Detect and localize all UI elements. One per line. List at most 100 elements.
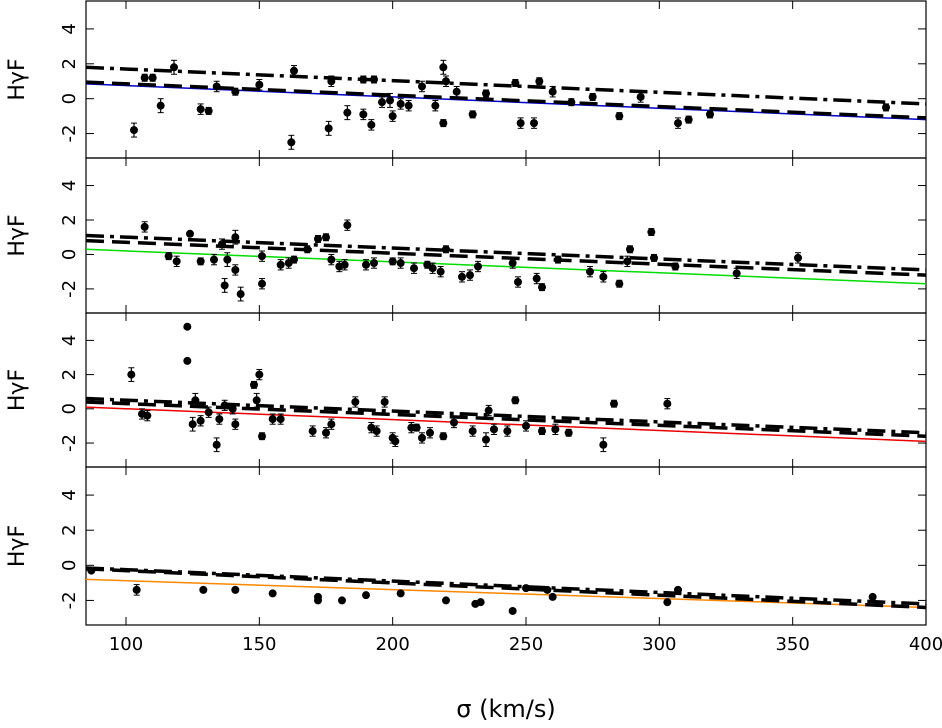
point [186, 229, 194, 238]
point [314, 234, 322, 243]
y-tick-label: -2 [59, 125, 80, 143]
point [548, 87, 557, 96]
panel-frame [85, 157, 927, 314]
point [442, 77, 450, 86]
fit-line [85, 248, 927, 285]
point [551, 425, 560, 434]
point [196, 416, 205, 425]
point [362, 591, 370, 600]
point [466, 271, 474, 280]
y-tick-label: 2 [59, 58, 80, 69]
point [396, 589, 405, 598]
y-tick-label: 0 [59, 93, 80, 104]
point [663, 399, 672, 408]
x-tick-label: 350 [775, 634, 809, 655]
point [223, 255, 232, 264]
point [522, 421, 530, 430]
point [359, 75, 368, 84]
point [567, 98, 576, 107]
point [327, 77, 336, 86]
point [220, 281, 229, 290]
point [148, 73, 157, 82]
point [322, 233, 330, 242]
point [215, 415, 224, 424]
point [554, 255, 562, 264]
point [868, 592, 877, 601]
point [380, 397, 389, 406]
point [367, 120, 376, 129]
x-tick-label: 300 [642, 634, 676, 655]
point [674, 119, 682, 128]
point [303, 245, 312, 254]
point [538, 283, 546, 292]
point [684, 115, 693, 124]
y-tick-label: 4 [59, 335, 80, 346]
point [87, 566, 96, 575]
point [258, 432, 266, 441]
point [647, 228, 656, 237]
y-tick-label: 0 [59, 560, 80, 571]
point [599, 440, 608, 449]
panel-frame [85, 312, 927, 468]
point [386, 96, 394, 105]
point [327, 420, 336, 429]
point [468, 427, 477, 436]
point [276, 415, 285, 424]
point [258, 252, 266, 261]
point [450, 418, 458, 427]
point [231, 585, 240, 594]
y-tick-label: 2 [59, 524, 80, 535]
point [196, 105, 205, 114]
point [231, 87, 240, 96]
point [231, 233, 240, 242]
point [522, 584, 530, 593]
point [370, 259, 378, 268]
y-axis-label: HγF [5, 58, 30, 100]
point [626, 245, 634, 254]
point [210, 255, 218, 264]
panel-frame [85, 0, 927, 159]
point [236, 290, 245, 299]
point [484, 406, 493, 415]
point [442, 596, 450, 605]
point [378, 98, 386, 107]
point [586, 267, 594, 276]
fit-line [85, 238, 927, 277]
point [362, 260, 370, 269]
point [183, 356, 192, 365]
point [794, 253, 802, 262]
point [250, 380, 258, 389]
point [674, 585, 682, 594]
point [623, 257, 632, 266]
point [508, 259, 517, 268]
point [252, 396, 261, 405]
point [442, 245, 450, 254]
point [212, 440, 221, 449]
point [351, 397, 360, 406]
point [268, 589, 277, 598]
point [476, 598, 485, 607]
point [183, 322, 192, 331]
point [391, 437, 400, 446]
point [615, 112, 624, 121]
point [610, 399, 618, 408]
fit-line [85, 566, 927, 606]
point [503, 427, 512, 436]
point [212, 82, 221, 91]
point [324, 124, 333, 133]
point [439, 432, 448, 441]
x-tick-label: 100 [109, 634, 143, 655]
point [231, 265, 240, 274]
point [199, 585, 208, 594]
point [418, 433, 426, 442]
fit-line [85, 406, 927, 443]
point [228, 404, 237, 413]
fit-line [85, 65, 927, 106]
point [599, 272, 608, 281]
x-tick-label: 250 [509, 634, 543, 655]
y-axis-label: HγF [5, 525, 30, 567]
point [482, 89, 490, 98]
point [538, 427, 546, 436]
point [452, 87, 461, 96]
